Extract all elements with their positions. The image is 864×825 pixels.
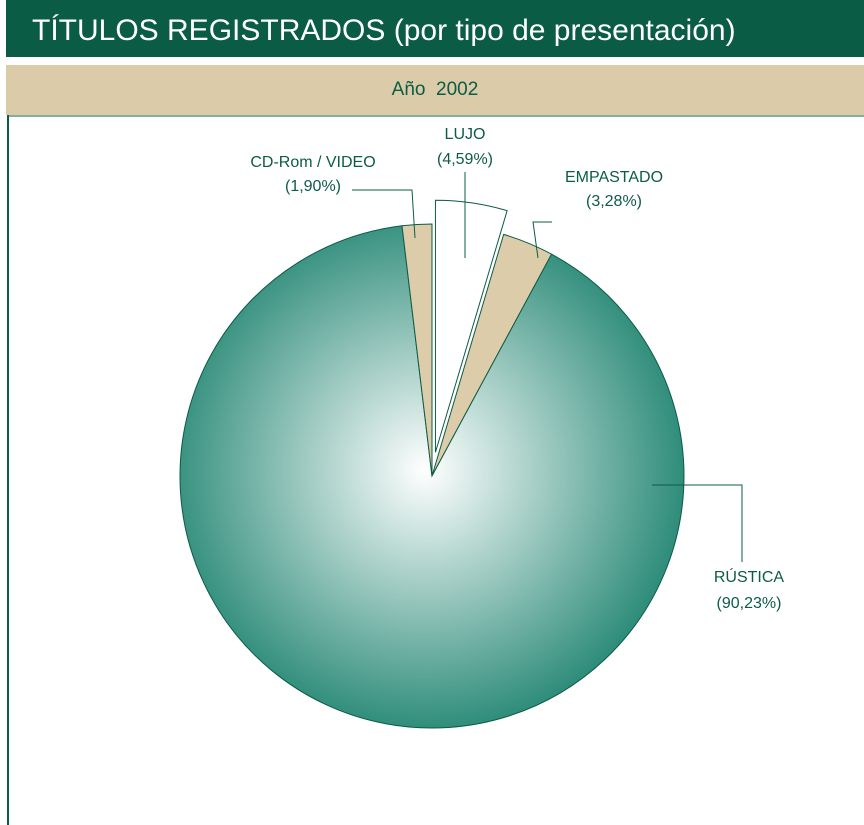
pie-slice: [401, 223, 433, 477]
pie-slice: [434, 199, 508, 453]
slice-value-label: (1,90%): [285, 178, 341, 195]
slice-value-label: (4,59%): [437, 151, 493, 168]
leader-line: [652, 484, 743, 562]
slice-label: LUJO: [445, 126, 486, 143]
slice-label: EMPASTADO: [565, 169, 663, 186]
pie-slice: [179, 225, 685, 729]
leader-line: [352, 189, 416, 239]
slice-label: CD-Rom / VIDEO: [250, 154, 375, 171]
labels: LUJO (4,59%) EMPASTADO (3,28%) RÚSTICA (90,23…: [250, 126, 784, 612]
slice-label: RÚSTICA: [714, 567, 785, 586]
slice-value-label: (90,23%): [717, 595, 782, 612]
leader-line: [532, 221, 552, 259]
subtitle-bar: [6, 65, 864, 115]
pie: [179, 199, 685, 729]
chart-title: TÍTULOS REGISTRADOS (por tipo de present…: [32, 14, 736, 47]
slice-value-label: (3,28%): [586, 193, 642, 210]
title-bar: [6, 0, 864, 57]
chart-subtitle: Año 2002: [392, 79, 479, 100]
